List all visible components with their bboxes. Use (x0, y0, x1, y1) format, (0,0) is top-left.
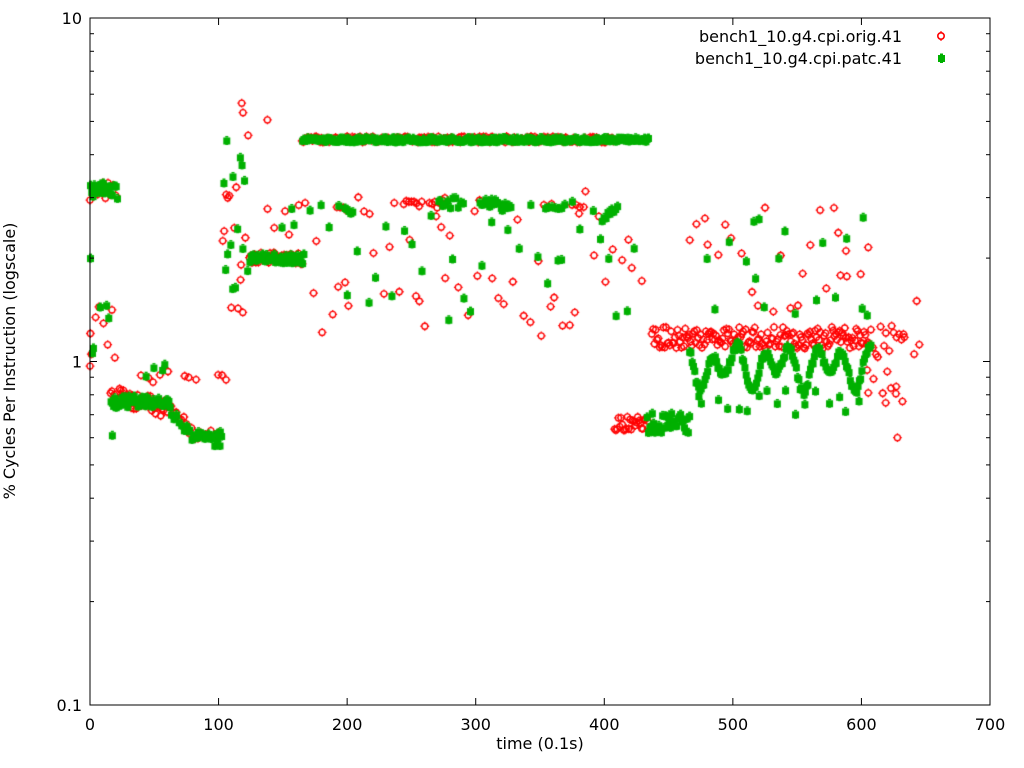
x-tick-label: 700 (975, 715, 1006, 734)
legend: bench1_10.g4.cpi.orig.41 bench1_10.g4.cp… (660, 25, 980, 69)
x-tick-label: 0 (85, 715, 95, 734)
legend-label-patc: bench1_10.g4.cpi.patc.41 (694, 48, 902, 68)
plot-border (89, 17, 991, 706)
axis-ticks (89, 17, 991, 706)
legend-item-orig: bench1_10.g4.cpi.orig.41 (660, 25, 980, 47)
x-tick-label: 100 (203, 715, 234, 734)
y-tick-label: 1 (72, 353, 82, 372)
y-tick-label: 10 (62, 9, 82, 28)
x-tick-label: 400 (589, 715, 620, 734)
filled-square-marker-icon (902, 51, 980, 65)
x-tick-label: 200 (332, 715, 363, 734)
open-circle-marker-icon (902, 29, 980, 43)
x-tick-label: 500 (718, 715, 749, 734)
x-tick-label: 300 (460, 715, 491, 734)
legend-item-patc: bench1_10.g4.cpi.patc.41 (660, 47, 980, 69)
y-axis-label: % Cycles Per Instruction (logscale) (0, 223, 19, 500)
y-tick-label: 0.1 (57, 696, 82, 715)
axis-tick-labels: 0 100 200 300 400 500 600 700 10 1 0.1 (57, 9, 1006, 734)
x-axis-label: time (0.1s) (496, 734, 584, 753)
legend-label-orig: bench1_10.g4.cpi.orig.41 (698, 26, 902, 46)
x-tick-label: 600 (846, 715, 877, 734)
